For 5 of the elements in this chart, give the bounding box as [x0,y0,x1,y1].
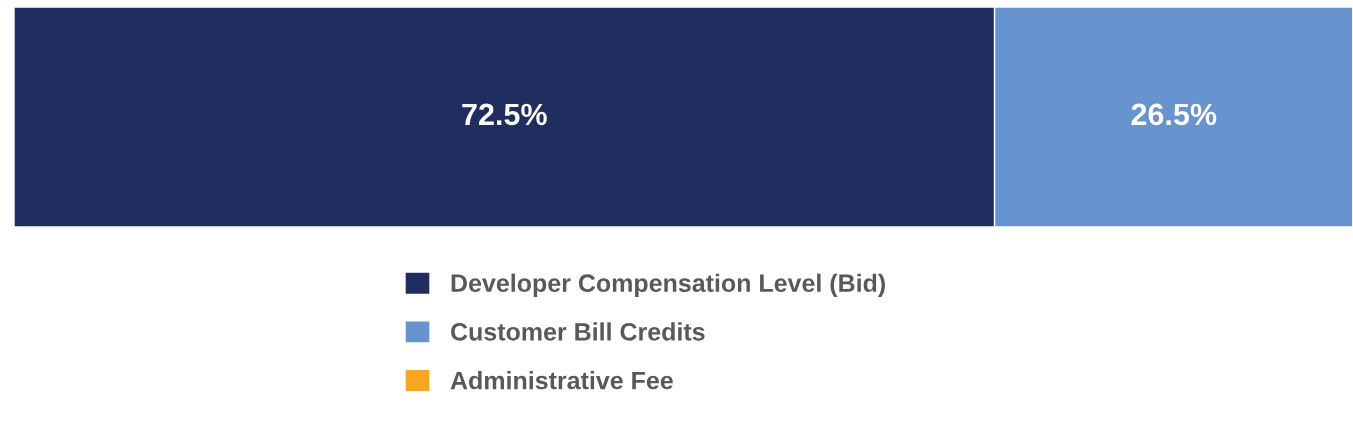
legend-label: Administrative Fee [450,371,673,390]
legend-label: Customer Bill Credits [451,322,705,341]
data-label: 72.5% [462,103,547,126]
data-label: 26.5% [1131,103,1217,126]
legend-label: Developer Compensation Level (Bid) [451,273,885,297]
